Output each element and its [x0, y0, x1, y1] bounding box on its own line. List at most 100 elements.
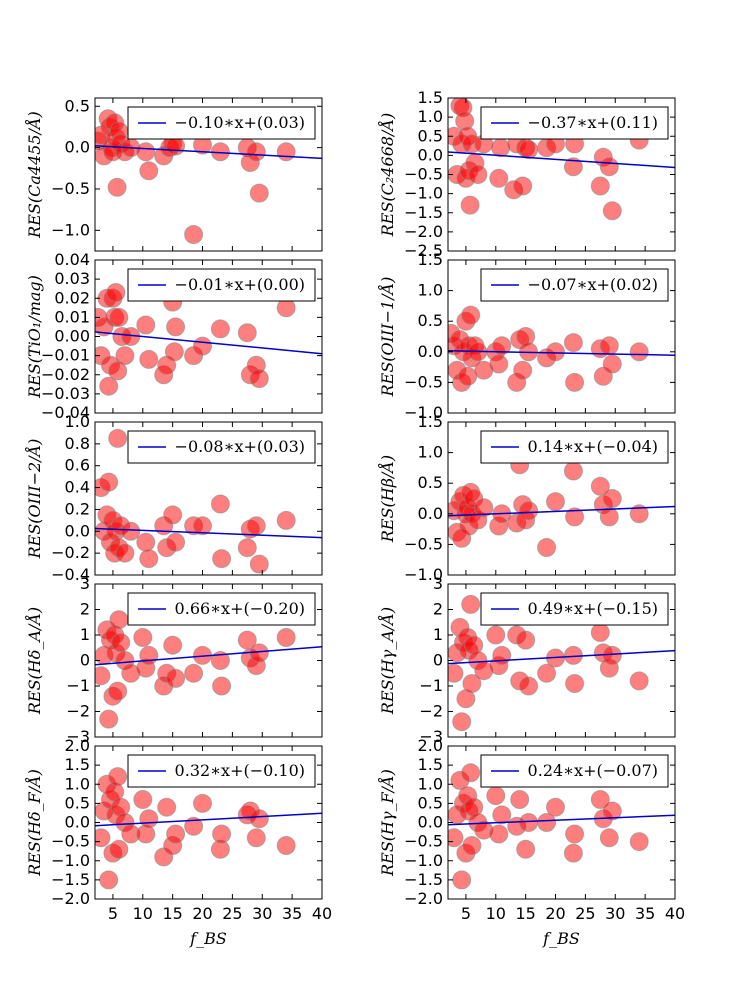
y-tick-label: −0.5	[404, 534, 443, 553]
y-tick-label: −1.0	[51, 851, 90, 870]
y-tick-label: 1.5	[418, 250, 443, 269]
data-point	[565, 372, 585, 392]
x-tick-label: 30	[605, 904, 625, 923]
data-point	[237, 323, 257, 343]
plot-content	[448, 98, 675, 221]
data-point	[590, 476, 610, 496]
x-tick-label: 5	[461, 904, 471, 923]
data-point	[602, 801, 622, 821]
y-tick-label: 3	[433, 574, 443, 593]
data-point	[163, 505, 183, 525]
data-point	[629, 342, 649, 362]
data-point	[249, 369, 269, 389]
data-point	[95, 666, 111, 686]
legend: −0.08∗x+(0.03)	[127, 430, 316, 464]
y-axis-label: RES(OIII−1/Å)	[377, 277, 397, 398]
y-tick-label: −0.4	[51, 565, 90, 584]
y-tick-label: 0.8	[65, 434, 90, 453]
legend-label: −0.01∗x+(0.00)	[175, 275, 305, 294]
y-tick-label: 0.2	[65, 499, 90, 518]
fit-line	[95, 527, 322, 539]
data-point	[537, 663, 557, 683]
data-point	[106, 283, 126, 302]
y-tick-label: 0.5	[418, 473, 443, 492]
data-point	[461, 594, 481, 614]
data-point	[513, 176, 533, 196]
data-point	[184, 225, 204, 244]
data-point	[458, 366, 478, 386]
data-point	[276, 628, 296, 647]
y-tick-label: 1.0	[65, 774, 90, 793]
x-tick-label: 15	[162, 904, 182, 923]
y-tick-label: −2	[66, 702, 90, 721]
x-tick-label: 15	[515, 904, 535, 923]
data-point	[193, 793, 212, 813]
data-point	[276, 510, 296, 530]
data-point	[166, 136, 186, 156]
x-axis-label: f_BS	[542, 929, 580, 948]
fit-line	[448, 151, 675, 169]
y-tick-label: −0.5	[404, 832, 443, 851]
data-point	[516, 630, 536, 650]
subplot-5: −0.4 −0.2 0.0 0.2 0.4 0.6 0.8 1.0 RES(OIII−2/Å) −…	[24, 412, 323, 584]
y-axis-label: RES(Hδ_A/Å)	[24, 607, 44, 715]
data-point	[563, 157, 583, 177]
data-point	[212, 824, 232, 844]
y-tick-label: −0.02	[41, 365, 90, 384]
x-tick-label: 35	[282, 904, 302, 923]
data-point	[489, 168, 509, 188]
legend: 0.14∗x+(−0.04)	[480, 430, 669, 464]
x-tick-label: 40	[312, 904, 332, 923]
data-point	[516, 839, 536, 859]
data-point	[602, 354, 622, 374]
legend-label: −0.07∗x+(0.02)	[528, 275, 658, 294]
data-point	[519, 140, 539, 160]
y-tick-label: 0.6	[65, 456, 90, 475]
y-tick-label: 0.03	[54, 269, 90, 288]
y-tick-label: −1.0	[51, 220, 90, 239]
data-point	[519, 813, 539, 832]
data-point	[461, 305, 481, 325]
plot-content	[95, 767, 322, 890]
y-tick-label: −3	[419, 727, 443, 746]
data-point	[452, 712, 472, 732]
legend-label: 0.49∗x+(−0.15)	[528, 599, 658, 618]
y-tick-label: −1	[66, 676, 90, 695]
plot-content	[448, 763, 675, 890]
data-point	[546, 342, 565, 362]
y-tick-label: −0.5	[51, 179, 90, 198]
legend-label: 0.32∗x+(−0.10)	[175, 761, 305, 780]
fit-line	[95, 145, 322, 160]
data-point	[133, 790, 153, 809]
data-point	[136, 142, 156, 162]
data-point	[276, 836, 296, 855]
data-point	[95, 828, 111, 848]
y-tick-label: 0.5	[418, 311, 443, 330]
subplot-6: −1.0 −0.5 0.0 0.5 1.0 1.5 RES(Hβ/Å) 0.14∗x+(−0.…	[377, 412, 676, 584]
data-point	[164, 342, 184, 362]
data-point	[139, 349, 159, 369]
data-point	[599, 157, 619, 177]
y-tick-label: 0.5	[418, 126, 443, 145]
data-point	[546, 797, 565, 817]
plot-content	[448, 455, 675, 557]
data-point	[486, 625, 506, 645]
data-point	[468, 165, 488, 184]
data-point	[121, 521, 141, 541]
y-tick-label: −1.5	[404, 203, 443, 222]
y-tick-label: 1.0	[418, 443, 443, 462]
x-axis-label: f_BS	[189, 929, 227, 948]
data-point	[460, 195, 480, 215]
data-point	[109, 307, 129, 327]
data-point	[590, 176, 610, 196]
legend-label: 0.66∗x+(−0.20)	[175, 599, 305, 618]
data-point	[107, 177, 127, 197]
x-tick-label: 10	[486, 904, 506, 923]
y-axis-label: RES(C₂4668/Å)	[377, 113, 397, 238]
data-point	[565, 507, 585, 527]
x-tick-label: 20	[545, 904, 565, 923]
y-tick-label: −1.5	[51, 870, 90, 889]
data-point	[133, 628, 153, 647]
data-point	[249, 183, 269, 203]
y-tick-label: −1	[419, 676, 443, 695]
